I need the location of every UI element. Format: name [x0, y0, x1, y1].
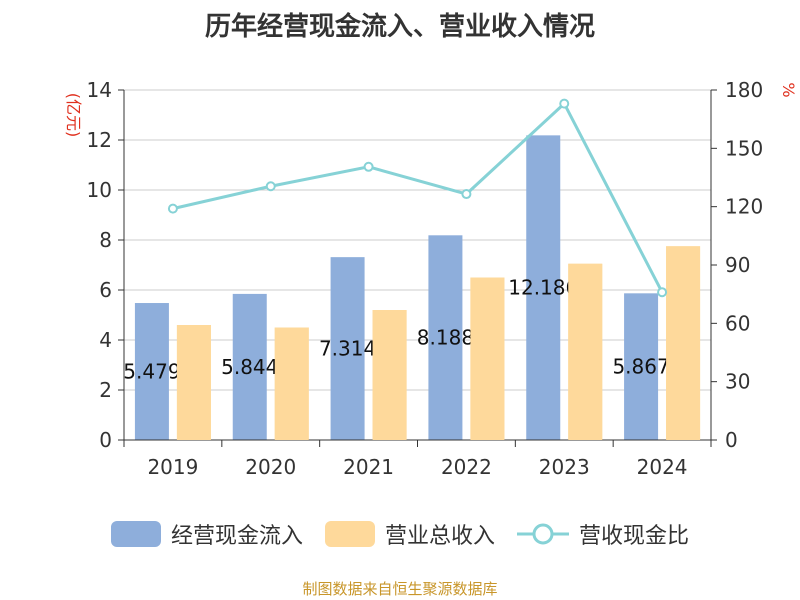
x-axis-tick-label: 2024 — [637, 455, 688, 479]
left-axis-tick-label: 2 — [99, 378, 112, 402]
legend-swatch-cash-inflow — [110, 521, 161, 547]
legend-item-cash-inflow[interactable]: 经营现金流入 — [110, 518, 303, 550]
left-axis-tick-label: 14 — [87, 78, 112, 102]
left-axis-label: (亿元) — [64, 93, 83, 138]
right-axis-tick-label: 0 — [725, 428, 738, 452]
right-axis-tick-label: 180 — [725, 78, 763, 102]
bar-revenue-overlay — [470, 277, 505, 440]
left-axis-tick-label: 6 — [99, 278, 112, 302]
chart-title: 历年经营现金流入、营业收入情况 — [204, 12, 595, 42]
source-footer: 制图数据来自恒生聚源数据库 — [302, 580, 498, 598]
data-label-cash-inflow: 8.188 — [417, 326, 474, 350]
left-axis-tick-label: 4 — [99, 328, 112, 352]
bar-revenue-overlay — [568, 263, 603, 440]
bar-revenue-overlay — [176, 325, 211, 440]
left-axis-tick-label: 8 — [99, 228, 112, 252]
x-axis-tick-label: 2022 — [441, 455, 492, 479]
bar-cash-inflow — [428, 235, 463, 440]
legend-label-revenue: 营业总收入 — [384, 524, 495, 549]
ratio-point — [167, 203, 178, 214]
legend: 经营现金流入 营业总收入 营收现金比 — [0, 518, 800, 550]
x-axis-tick-label: 2019 — [147, 455, 198, 479]
x-axis-tick-label: 2023 — [539, 455, 590, 479]
ratio-point — [559, 98, 570, 109]
legend-item-ratio[interactable]: 营收现金比 — [517, 518, 689, 550]
right-axis-tick-label: 90 — [725, 253, 750, 277]
right-axis-tick-label: 60 — [725, 311, 750, 335]
data-label-cash-inflow: 5.867 — [612, 355, 669, 379]
bar-revenue-overlay — [274, 327, 309, 440]
legend-item-revenue[interactable]: 营业总收入 — [324, 518, 495, 550]
x-axis-tick-label: 2020 — [245, 455, 296, 479]
legend-label-cash-inflow: 经营现金流入 — [170, 524, 303, 549]
x-axis-tick-label: 2021 — [343, 455, 394, 479]
bar-cash-inflow — [330, 257, 365, 440]
chart-canvas: 0 2 4 6 8 10 12 14 0 30 60 90 120 150 180 2019 2020 2021 2… — [64, 78, 798, 479]
ratio-line — [172, 101, 664, 293]
data-label-cash-inflow: 5.844 — [221, 355, 278, 379]
left-axis-tick-label: 0 — [99, 428, 112, 452]
ratio-point — [461, 189, 472, 200]
ratio-point — [265, 181, 276, 192]
right-axis-tick-label: 150 — [725, 136, 763, 160]
legend-swatch-revenue — [324, 521, 375, 547]
left-axis-tick-label: 10 — [87, 178, 112, 202]
bar-revenue-overlay — [372, 310, 407, 440]
bar-cash-inflow — [526, 135, 561, 440]
data-label-cash-inflow: 7.314 — [319, 337, 376, 361]
right-axis-tick-label: 120 — [725, 195, 763, 219]
legend-line-marker-icon — [517, 523, 569, 545]
right-axis-label: % — [779, 82, 798, 97]
ratio-point — [657, 287, 668, 298]
data-label-cash-inflow: 5.479 — [123, 360, 180, 384]
right-axis-tick-label: 30 — [725, 370, 750, 394]
bar-cash-inflow — [624, 293, 659, 440]
bar-revenue-overlay — [666, 246, 701, 440]
left-axis-tick-label: 12 — [87, 128, 112, 152]
ratio-point — [363, 161, 374, 172]
bar-cash-inflow — [134, 303, 169, 440]
bar-cash-inflow — [232, 293, 267, 440]
data-label-cash-inflow: 12.186 — [508, 276, 578, 300]
legend-label-ratio: 营收现金比 — [579, 524, 690, 549]
